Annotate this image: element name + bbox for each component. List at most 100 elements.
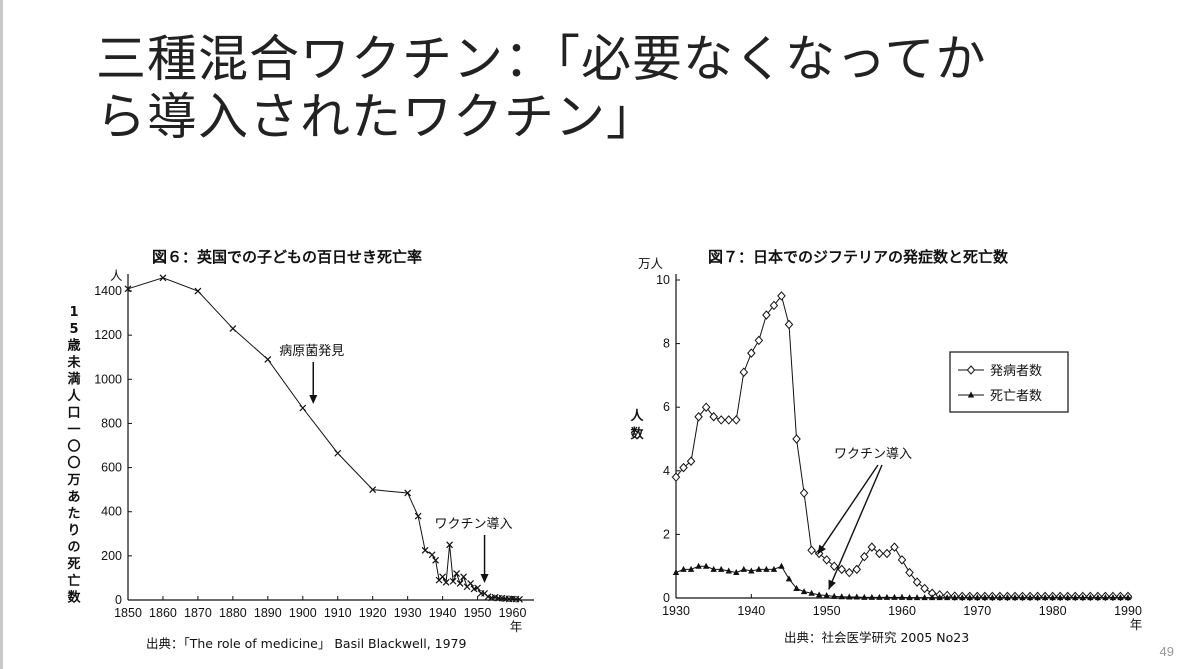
c1-data-point [300,405,306,411]
c2-data-point [755,336,762,344]
c1-y-axis-label-char: 満 [67,371,80,387]
c1-x-tick-label: 1930 [394,606,422,620]
c1-data-point [335,450,341,456]
c2-annotation-label: ワクチン導入 [834,447,912,462]
c1-data-point [265,356,271,362]
chart-uk-pertussis: 図６：英国での子どもの百日せき死亡率 人 出典：「The role of med… [60,232,560,662]
c1-x-tick-label: 1870 [184,606,212,620]
c1-y-axis-label-char: 〇 [67,455,80,471]
c2-legend-label: 死亡者数 [990,389,1042,404]
c2-data-point [876,549,883,557]
c1-y-tick-label: 1400 [94,284,122,298]
c1-y-axis-label-char: 万 [66,473,80,488]
c2-data-point [785,321,792,329]
c2-data-point [823,556,830,564]
c1-x-tick-label: 1860 [149,606,177,620]
c1-y-tick-label: 600 [101,461,122,475]
c1-y-axis-label-char: た [67,507,80,522]
c1-y-tick-label: 0 [115,593,122,607]
c1-x-tick-label: 1890 [254,606,282,620]
c1-y-axis-label-char: 歳 [67,338,80,354]
c1-y-axis-label-char: あ [67,490,80,505]
chart1-source: 出典：「The role of medicine」 Basil Blackwel… [146,636,467,651]
c1-annotation-arrow-head [481,574,489,583]
c1-y-axis-label-char: 1 [69,305,78,320]
c2-x-unit: 年 [1130,618,1143,632]
c2-x-tick-label: 1980 [1039,604,1067,618]
c1-x-tick-label: 1950 [464,606,492,620]
slide-edge-rule [0,0,3,669]
page-number: 49 [1160,644,1174,659]
c1-y-axis-label-char: 人 [67,388,81,404]
c1-data-point [454,571,460,577]
c2-x-tick-label: 1950 [813,604,841,618]
c1-y-axis-label-char: 一 [67,423,80,438]
c2-annotation-arrow-shaft [818,465,878,554]
c1-x-tick-label: 1960 [499,606,527,620]
c1-data-point [457,580,463,586]
c2-y-axis-label-char: 数 [630,426,644,442]
c1-y-tick-label: 1000 [94,372,122,386]
c1-y-tick-label: 800 [101,416,122,430]
c1-y-axis-label-char: 亡 [67,573,80,589]
chart2-title: 図７：日本でのジフテリアの発症数と死亡数 [708,248,1009,266]
c1-x-tick-label: 1920 [359,606,387,620]
c1-y-axis-label-char: 未 [66,354,81,370]
c1-data-point [461,574,467,580]
c2-x-tick-label: 1930 [662,604,690,618]
c2-legend-label: 発病者数 [990,364,1042,379]
c1-y-axis-label-char: り [67,523,80,538]
c1-x-tick-label: 1900 [289,606,317,620]
c2-x-tick-label: 1990 [1114,604,1142,618]
chart-japan-diphtheria: 図７：日本でのジフテリアの発症数と死亡数 万人 出典：社会医学研究 2005 N… [610,232,1170,662]
c1-annotation-arrow-head [309,395,317,404]
chart2-source: 出典：社会医学研究 2005 No23 [784,630,969,645]
c2-y-axis-label-char: 人 [630,408,644,424]
chart2-y-unit: 万人 [638,257,664,271]
c2-y-tick-label: 0 [663,591,670,605]
c2-data-point [808,546,815,554]
c2-data-point [718,416,725,424]
c2-y-tick-label: 6 [663,400,670,414]
c2-data-point [853,565,860,573]
c1-x-tick-label: 1910 [324,606,352,620]
c1-y-tick-label: 1200 [94,328,122,342]
c1-annotation-label: ワクチン導入 [435,517,513,532]
c2-data-point [778,563,784,569]
c2-data-point [883,549,890,557]
c1-y-axis-label-char: 数 [67,590,81,606]
chart2-legend: 発病者数死亡者数 [950,352,1068,412]
c1-data-point [160,275,166,281]
slide-title-line-2: ら導入されたワクチン」 [96,88,657,146]
c1-annotation-label: 病原菌発見 [279,344,344,359]
c2-data-point [921,584,928,592]
c2-data-point [793,435,800,443]
c1-y-axis-label-char: 口 [67,406,80,421]
c1-data-point [230,326,236,332]
chart1-annotations: 病原菌発見ワクチン導入 [279,344,512,583]
slide-title: 三種混合ワクチン：「必要なくなってか ら導入されたワクチン」 [96,30,1156,146]
c1-x-tick-label: 1880 [219,606,247,620]
c2-data-point [748,349,755,357]
chart1-y-unit: 人 [110,269,123,283]
chart1-title: 図６：英国での子どもの百日せき死亡率 [152,248,422,266]
c1-y-axis-label-char: 〇 [67,438,80,454]
chart1-marks [125,275,523,603]
c1-y-axis-label-char: 5 [69,322,78,337]
c1-series-line-0 [128,278,520,600]
c2-data-point [687,457,694,465]
c2-data-point [898,556,905,564]
c1-x-tick-label: 1850 [114,606,142,620]
c1-data-point [429,552,435,558]
c2-data-point [741,566,747,572]
c2-y-tick-label: 10 [656,273,670,287]
c2-x-tick-label: 1960 [888,604,916,618]
c1-y-tick-label: 400 [101,505,122,519]
c2-data-point [725,416,732,424]
c1-x-tick-label: 1940 [429,606,457,620]
c2-data-point [800,489,807,497]
c2-data-point [740,368,747,376]
c2-data-point [786,575,792,581]
